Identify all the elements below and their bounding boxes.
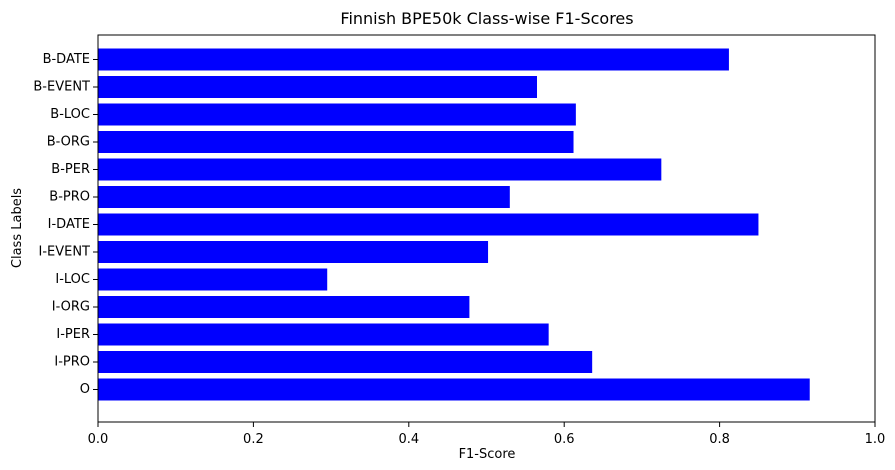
y-tick-label: I-DATE: [48, 217, 90, 232]
bar-b-date: [98, 48, 729, 71]
bar-b-per: [98, 158, 662, 181]
bars-group: [98, 48, 810, 401]
y-tick-label: B-ORG: [47, 135, 90, 150]
bar-b-org: [98, 131, 574, 153]
plot-frame: [97, 34, 876, 423]
y-tick-label: I-ORG: [52, 300, 90, 315]
y-tick-label: B-PRO: [49, 190, 90, 205]
bar-i-loc: [98, 268, 328, 291]
chart-title: Finnish BPE50k Class-wise F1-Scores: [340, 9, 633, 28]
bar-i-date: [98, 213, 759, 236]
x-tick-label: 0.2: [243, 432, 264, 447]
bar-b-pro: [98, 186, 510, 208]
x-tick-label: 1.0: [865, 432, 886, 447]
x-tick-label: 0.4: [398, 432, 419, 447]
bar-i-event: [98, 241, 489, 263]
y-tick-label: O: [80, 382, 90, 397]
y-tick-label: B-LOC: [50, 107, 90, 122]
y-tick-label: I-EVENT: [38, 245, 90, 260]
x-tick-label: 0.6: [554, 432, 575, 447]
y-tick-label: B-EVENT: [33, 80, 90, 95]
x-axis-ticks: 0.0 0.2 0.4 0.6 0.8 1.0: [88, 422, 886, 447]
bar-i-org: [98, 296, 470, 318]
x-axis-label: F1-Score: [459, 447, 516, 462]
bar-b-event: [98, 76, 538, 98]
x-tick-label: 0.0: [88, 432, 109, 447]
bar-i-per: [98, 323, 549, 346]
y-tick-label: I-PER: [56, 327, 90, 342]
y-tick-label: I-PRO: [54, 355, 90, 370]
y-axis-ticks: B-DATE B-EVENT B-LOC B-ORG B-PER B-PRO I-DATE I…: [33, 52, 98, 397]
y-tick-label: I-LOC: [55, 272, 90, 287]
bar-o: [98, 378, 810, 401]
y-tick-label: B-DATE: [43, 52, 90, 67]
y-axis-label: Class Labels: [10, 188, 25, 268]
bar-b-loc: [98, 103, 576, 126]
bar-i-pro: [98, 351, 593, 373]
x-tick-label: 0.8: [709, 432, 730, 447]
y-tick-label: B-PER: [51, 162, 90, 177]
